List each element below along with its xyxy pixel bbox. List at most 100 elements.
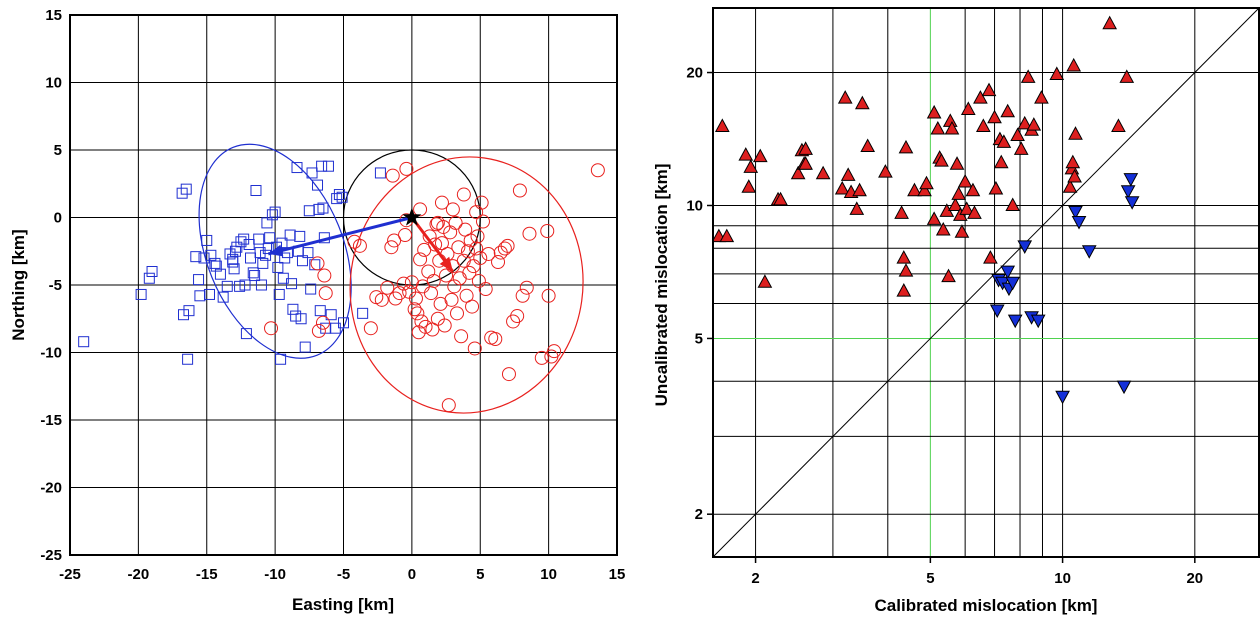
triangle-up-marker [1005, 197, 1021, 211]
circle-marker [470, 229, 485, 244]
square-marker [317, 202, 329, 214]
triangle-up-marker [975, 118, 991, 132]
circle-marker [447, 279, 462, 294]
circle-marker [450, 306, 465, 321]
triangle-up-marker [837, 90, 853, 104]
circle-marker [363, 321, 378, 336]
left-plot-frame [69, 14, 618, 556]
left-x-tick-label: -5 [337, 566, 350, 583]
square-marker [198, 252, 210, 264]
circle-marker [451, 240, 466, 255]
triangle-up-marker [815, 165, 831, 180]
right-x-axis-label: Calibrated mislocation [km] [875, 596, 1098, 615]
square-marker [240, 328, 252, 340]
right-tick-labels: 2 5 10 20 2 5 10 20 [686, 65, 1203, 587]
circle-marker [540, 224, 555, 238]
circle-marker [469, 241, 484, 256]
square-marker [255, 279, 267, 291]
left-x-tick-label: 10 [540, 566, 557, 583]
square-marker [194, 290, 206, 302]
circle-marker [473, 251, 488, 265]
arrowhead [268, 244, 284, 257]
triangle-up-marker [719, 228, 735, 243]
square-marker [325, 309, 337, 321]
circle-marker [317, 268, 332, 283]
triangle-up-marker [1119, 69, 1135, 83]
circle-marker [491, 255, 506, 270]
triangle-down-marker [1071, 215, 1087, 230]
square-marker [257, 257, 269, 269]
circle-marker [439, 268, 454, 283]
circle-marker [384, 240, 399, 255]
triangle-down-marker [1068, 205, 1083, 220]
triangle-up-marker [1068, 126, 1083, 140]
triangle-up-marker [1010, 127, 1025, 142]
circle-marker [466, 259, 481, 274]
circle-marker [519, 280, 534, 295]
triangle-up-marker [917, 182, 932, 197]
square-marker [302, 247, 314, 259]
square-marker [286, 278, 298, 290]
triangle-up-marker [1000, 103, 1016, 118]
triangle-up-marker [957, 173, 973, 188]
triangle-down-marker [1123, 173, 1139, 187]
square-marker [338, 317, 349, 329]
square-marker [294, 230, 306, 242]
triangle-up-marker [894, 205, 909, 219]
square-marker [250, 185, 262, 196]
triangle-up-marker [965, 182, 981, 197]
left-y-tick-label: 0 [54, 210, 62, 227]
circle-marker [467, 341, 482, 356]
circle-marker [484, 330, 499, 345]
right-x-tick-label: 5 [926, 570, 934, 587]
triangle-up-marker [757, 274, 773, 288]
left-y-tick-label: 5 [54, 142, 62, 159]
left-scatter-panel: -25 -20 -15 -10 -5 0 5 10 15 -25 -20 -15 -10 -5 0 5 10 15… [9, 7, 625, 614]
triangle-up-marker [973, 90, 988, 104]
circle-marker [515, 288, 530, 303]
square-marker [209, 257, 221, 269]
square-marker [180, 183, 192, 195]
square-marker [295, 313, 307, 325]
triangle-up-marker [1020, 69, 1036, 83]
circle-marker [534, 350, 549, 365]
square-marker [221, 280, 233, 292]
left-tick-labels: -25 -20 -15 -10 -5 0 5 10 15 -25 -20 -15 -10 -5 0 5 10 15 [40, 7, 625, 583]
triangle-up-marker [949, 156, 965, 170]
circle-marker [590, 163, 605, 178]
square-marker [203, 288, 215, 300]
triangle-down-marker [1005, 276, 1021, 291]
left-y-tick-label: -15 [40, 412, 62, 429]
circle-marker [497, 241, 512, 256]
circle-marker [315, 315, 330, 330]
square-marker [314, 305, 326, 317]
left-grid [69, 14, 618, 556]
triangle-up-marker [898, 139, 914, 154]
left-y-tick-label: -5 [49, 277, 62, 294]
left-y-tick-label: -20 [40, 480, 62, 497]
shift-vector-line [267, 216, 413, 256]
right-x-tick-label: 10 [1054, 570, 1071, 587]
square-marker [183, 305, 195, 317]
right-y-tick-label: 20 [686, 65, 703, 82]
circle-marker [434, 195, 449, 210]
square-marker [249, 270, 261, 282]
right-data-marks [713, 8, 1260, 557]
square-marker [287, 303, 299, 315]
circle-marker [413, 252, 428, 267]
circle-marker [429, 217, 444, 232]
square-marker [260, 249, 272, 261]
triangle-up-marker [1034, 90, 1049, 104]
triangle-up-marker [951, 186, 967, 200]
triangle-down-marker [989, 304, 1005, 319]
square-marker [299, 341, 311, 353]
triangle-up-marker [898, 263, 914, 277]
right-y-tick-label: 2 [695, 506, 703, 523]
left-x-tick-label: 0 [408, 566, 416, 583]
square-marker [190, 251, 202, 263]
triangle-up-marker [934, 153, 949, 167]
circle-marker [407, 302, 422, 317]
circle-marker [444, 292, 459, 307]
circle-marker [399, 161, 414, 176]
left-y-tick-label: 10 [45, 75, 62, 92]
